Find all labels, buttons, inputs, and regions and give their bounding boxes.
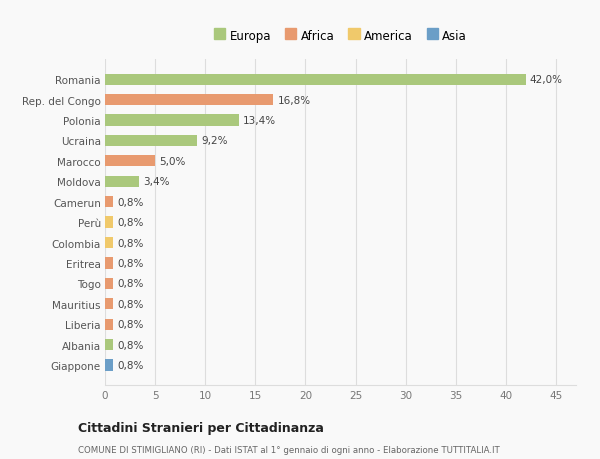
Text: 0,8%: 0,8%	[117, 238, 143, 248]
Text: 16,8%: 16,8%	[277, 95, 310, 106]
Bar	[105, 135, 197, 147]
Bar	[105, 319, 113, 330]
Text: COMUNE DI STIMIGLIANO (RI) - Dati ISTAT al 1° gennaio di ogni anno - Elaborazion: COMUNE DI STIMIGLIANO (RI) - Dati ISTAT …	[78, 445, 500, 454]
Text: 9,2%: 9,2%	[201, 136, 228, 146]
Bar	[105, 359, 113, 371]
Text: 0,8%: 0,8%	[117, 360, 143, 370]
Bar	[105, 74, 526, 86]
Bar	[105, 278, 113, 289]
Legend: Europa, Africa, America, Asia: Europa, Africa, America, Asia	[211, 27, 470, 46]
Bar	[105, 95, 274, 106]
Bar	[105, 196, 113, 208]
Bar	[105, 339, 113, 350]
Bar	[105, 298, 113, 310]
Bar	[105, 217, 113, 228]
Text: 5,0%: 5,0%	[159, 157, 185, 167]
Text: Cittadini Stranieri per Cittadinanza: Cittadini Stranieri per Cittadinanza	[78, 421, 324, 434]
Bar	[105, 258, 113, 269]
Bar	[105, 176, 139, 187]
Text: 3,4%: 3,4%	[143, 177, 170, 187]
Bar	[105, 156, 155, 167]
Text: 0,8%: 0,8%	[117, 319, 143, 330]
Bar	[105, 237, 113, 249]
Text: 13,4%: 13,4%	[243, 116, 277, 126]
Text: 0,8%: 0,8%	[117, 218, 143, 228]
Text: 0,8%: 0,8%	[117, 258, 143, 269]
Text: 0,8%: 0,8%	[117, 279, 143, 289]
Text: 42,0%: 42,0%	[530, 75, 563, 85]
Text: 0,8%: 0,8%	[117, 197, 143, 207]
Text: 0,8%: 0,8%	[117, 340, 143, 350]
Text: 0,8%: 0,8%	[117, 299, 143, 309]
Bar	[105, 115, 239, 126]
